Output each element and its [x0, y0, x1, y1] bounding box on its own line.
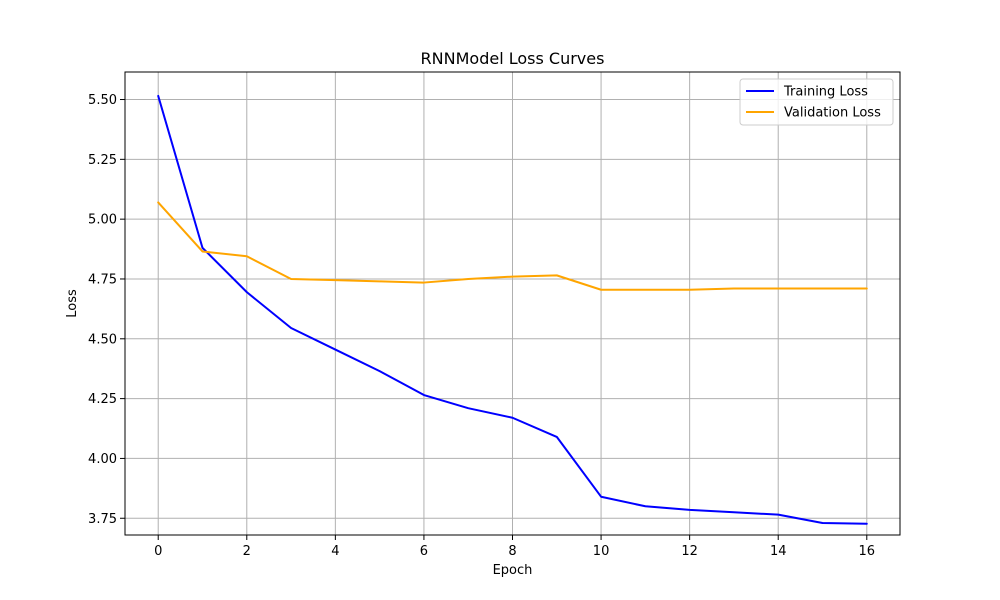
series-line-validation-loss: [157, 201, 868, 291]
x-axis-label: Epoch: [493, 563, 533, 578]
y-tick-label: 5.00: [88, 213, 117, 228]
legend: Training Loss Validation Loss: [739, 78, 894, 126]
x-tick-label: 4: [331, 544, 339, 559]
x-tick-label: 16: [859, 544, 876, 559]
x-tick-label: 0: [154, 544, 162, 559]
ticks-layer: 0 2 4 6 8 10 12 14 16 3.75 4.00 4.25 4.50 4.75 5.00 5.2…: [88, 93, 875, 559]
y-axis-label: Loss: [65, 289, 80, 318]
legend-label: Validation Loss: [784, 106, 881, 121]
x-tick-label: 6: [420, 544, 428, 559]
y-tick-label: 4.50: [88, 332, 117, 347]
x-tick-label: 2: [243, 544, 251, 559]
y-tick-label: 5.50: [88, 93, 117, 108]
y-tick-label: 4.25: [88, 392, 117, 407]
x-tick-label: 10: [593, 544, 610, 559]
series-line-training-loss: [157, 94, 868, 525]
legend-box: [739, 78, 894, 126]
chart-title: RNNModel Loss Curves: [421, 49, 605, 68]
x-tick-label: 8: [508, 544, 516, 559]
series-layer: [157, 94, 868, 525]
x-tick-label: 12: [681, 544, 698, 559]
y-tick-label: 3.75: [88, 512, 117, 527]
grid-layer: [125, 72, 900, 535]
y-tick-label: 5.25: [88, 153, 117, 168]
x-tick-label: 14: [770, 544, 787, 559]
y-tick-label: 4.00: [88, 452, 117, 467]
y-tick-label: 4.75: [88, 272, 117, 287]
legend-label: Training Loss: [783, 85, 868, 100]
